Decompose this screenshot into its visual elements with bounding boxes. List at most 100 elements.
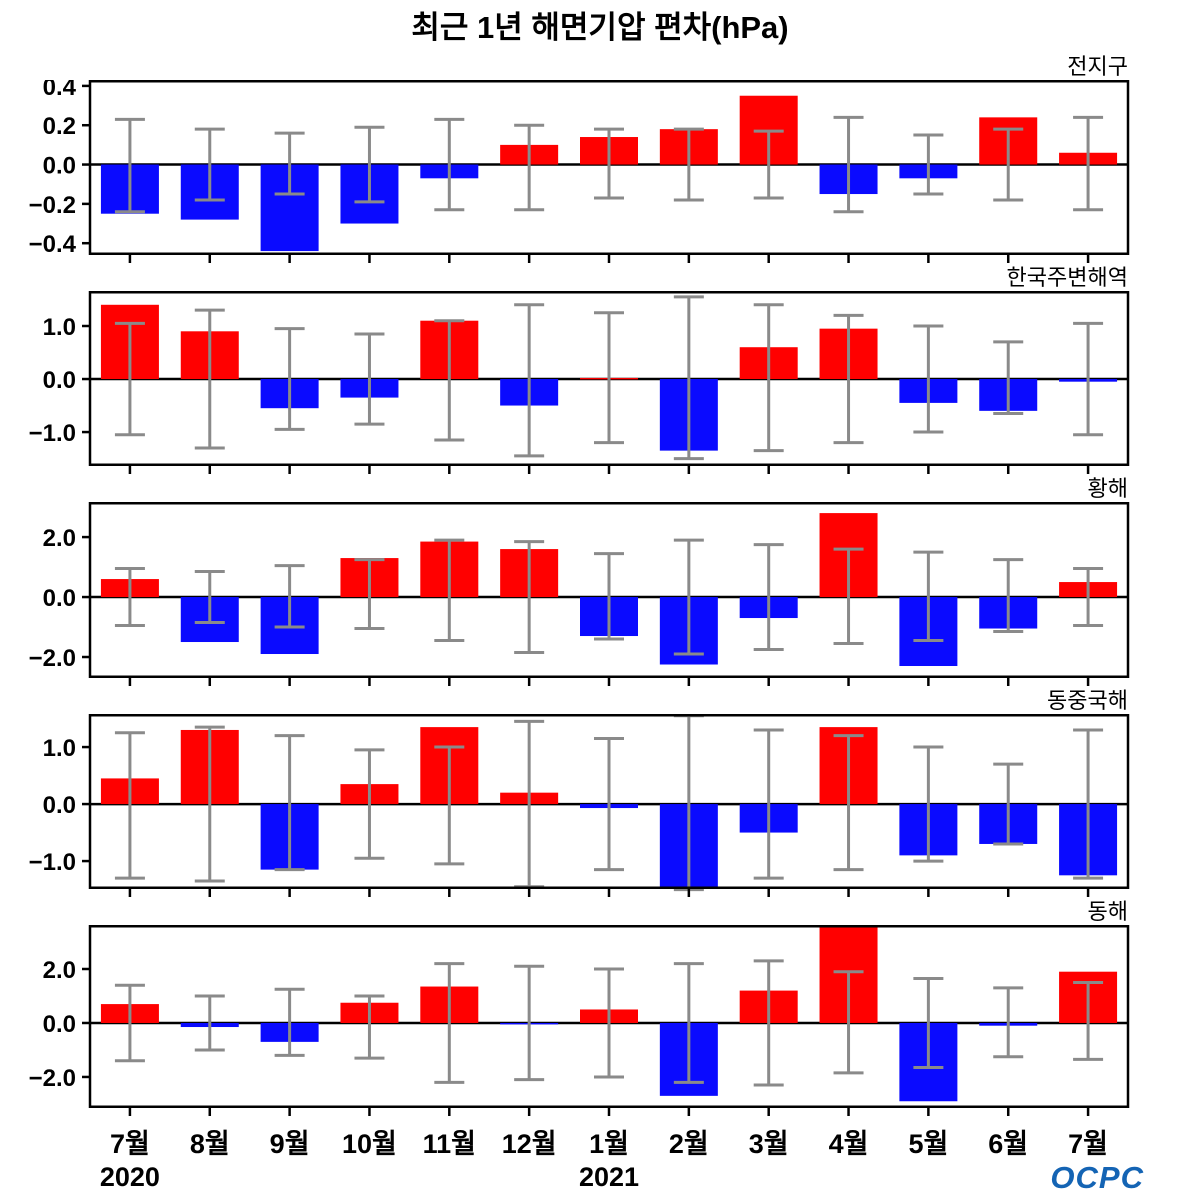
error-bar — [993, 762, 1024, 846]
error-bar — [194, 570, 225, 625]
error-bar — [274, 987, 305, 1057]
x-tick-label-10: 5월 — [908, 1129, 949, 1159]
panel-plot-yellow-sea: 2.0 0.0 −2.0 — [29, 502, 1130, 686]
error-bar — [514, 123, 545, 212]
error-bar — [274, 131, 305, 196]
error-bar — [594, 127, 624, 200]
year-label-2021: 2021 — [578, 1162, 640, 1192]
error-bar — [194, 725, 225, 883]
panel-east-china-sea: 동중국해 1.0 0.0 −1.0 — [0, 688, 1200, 899]
error-bar — [673, 538, 704, 656]
x-tick-label-3: 10월 — [342, 1129, 397, 1159]
error-bar — [833, 970, 864, 1075]
error-bar — [354, 125, 385, 204]
footer: 2020 2021 OCPC — [0, 1156, 1200, 1200]
y-tick-label: −2.0 — [29, 645, 76, 672]
y-tick-label: −1.0 — [29, 420, 76, 447]
y-tick-label: 0.2 — [43, 113, 76, 140]
x-tick-label-11: 6월 — [988, 1129, 1029, 1159]
panel-plot-global: 0.4 0.2 0.0 −0.2 −0.4 — [29, 80, 1130, 263]
panel-plot-korea-seas: 1.0 0.0 −1.0 — [29, 291, 1130, 474]
plot-border — [88, 925, 1130, 1108]
x-axis-labels: 7월 8월 9월 10월 11월 12월 1월 2월 3월 4월 5월 6월 7월 — [0, 1118, 1200, 1159]
error-bar — [993, 558, 1024, 634]
error-bar — [673, 127, 704, 202]
error-bar — [354, 748, 385, 860]
error-bar — [194, 994, 225, 1052]
y-tick-label: 0.0 — [43, 585, 76, 612]
panel-yellow-sea: 황해 2.0 0.0 −2.0 — [0, 476, 1200, 688]
error-bar — [913, 550, 944, 643]
error-bar — [753, 959, 784, 1087]
error-bar — [753, 303, 784, 453]
year-label-2020: 2020 — [99, 1162, 160, 1192]
error-bar — [434, 538, 465, 643]
x-tick-label-1: 8월 — [189, 1129, 230, 1159]
panel-label-global: 전지구 — [1067, 54, 1128, 79]
error-bar — [1073, 567, 1104, 628]
error-bar — [594, 967, 624, 1079]
error-bar — [753, 129, 784, 200]
y-tick-label: −0.2 — [29, 192, 76, 219]
error-bar — [1073, 728, 1104, 880]
error-bar — [1073, 980, 1104, 1061]
error-bar — [194, 308, 225, 450]
y-tick-label: 0.0 — [43, 153, 76, 180]
panel-korea-seas: 한국주변해역 1.0 0.0 −1.0 — [0, 265, 1200, 476]
y-tick-label: −1.0 — [29, 849, 76, 876]
y-tick-label: −0.4 — [29, 231, 77, 258]
x-tick-label-4: 11월 — [422, 1129, 476, 1159]
panel-plot-east-sea: 2.0 0.0 −2.0 — [29, 925, 1130, 1116]
error-bar — [913, 324, 944, 434]
error-bar — [594, 737, 624, 872]
error-bar — [1073, 321, 1104, 437]
plot-border — [88, 80, 1130, 255]
error-bar — [434, 117, 465, 212]
y-tick-label: 2.0 — [43, 957, 76, 984]
error-bar — [833, 547, 864, 646]
error-bar — [354, 994, 385, 1060]
error-bar — [514, 540, 545, 655]
x-tick-label-5: 12월 — [501, 1129, 557, 1159]
error-bar — [354, 332, 385, 426]
x-tick-label-9: 4월 — [828, 1129, 869, 1159]
error-bar — [434, 962, 465, 1084]
x-tick-label-0: 7월 — [109, 1129, 150, 1159]
error-bar — [833, 313, 864, 445]
plot-border — [88, 291, 1130, 466]
panel-label-east-china-sea: 동중국해 — [1047, 688, 1128, 713]
error-bar — [833, 734, 864, 872]
error-bar — [114, 567, 145, 628]
panel-global: 전지구 0.4 0.2 0.0 −0.2 −0.4 — [0, 54, 1200, 265]
y-tick-label: 0.0 — [43, 792, 76, 819]
y-tick-label: 2.0 — [43, 525, 76, 552]
error-bar — [833, 115, 864, 214]
plot-border — [88, 714, 1130, 889]
error-bar — [194, 127, 225, 202]
y-tick-label: 0.4 — [43, 80, 77, 101]
error-bar — [594, 552, 624, 641]
panel-label-yellow-sea: 황해 — [1087, 476, 1128, 501]
plot-border — [88, 502, 1130, 678]
error-bar — [114, 117, 145, 214]
x-tick-label-6: 1월 — [589, 1129, 629, 1159]
error-bar — [114, 983, 145, 1063]
error-bar — [993, 986, 1024, 1059]
error-bar — [434, 745, 465, 866]
error-bar — [514, 964, 545, 1082]
error-bar — [514, 303, 545, 458]
error-bar — [913, 133, 944, 196]
y-tick-label: −2.0 — [29, 1065, 76, 1092]
panel-plot-east-china-sea: 1.0 0.0 −1.0 — [29, 714, 1130, 897]
panel-east-sea: 동해 2.0 0.0 −2.0 — [0, 899, 1200, 1118]
error-bar — [354, 558, 385, 631]
y-tick-label: 1.0 — [43, 735, 76, 762]
error-bar — [274, 734, 305, 872]
x-tick-label-2: 9월 — [269, 1129, 310, 1159]
ocpc-logo: OCPC — [1050, 1160, 1144, 1195]
error-bar — [993, 127, 1024, 202]
error-bar — [1073, 115, 1104, 212]
error-bar — [274, 564, 305, 629]
error-bar — [753, 728, 784, 880]
